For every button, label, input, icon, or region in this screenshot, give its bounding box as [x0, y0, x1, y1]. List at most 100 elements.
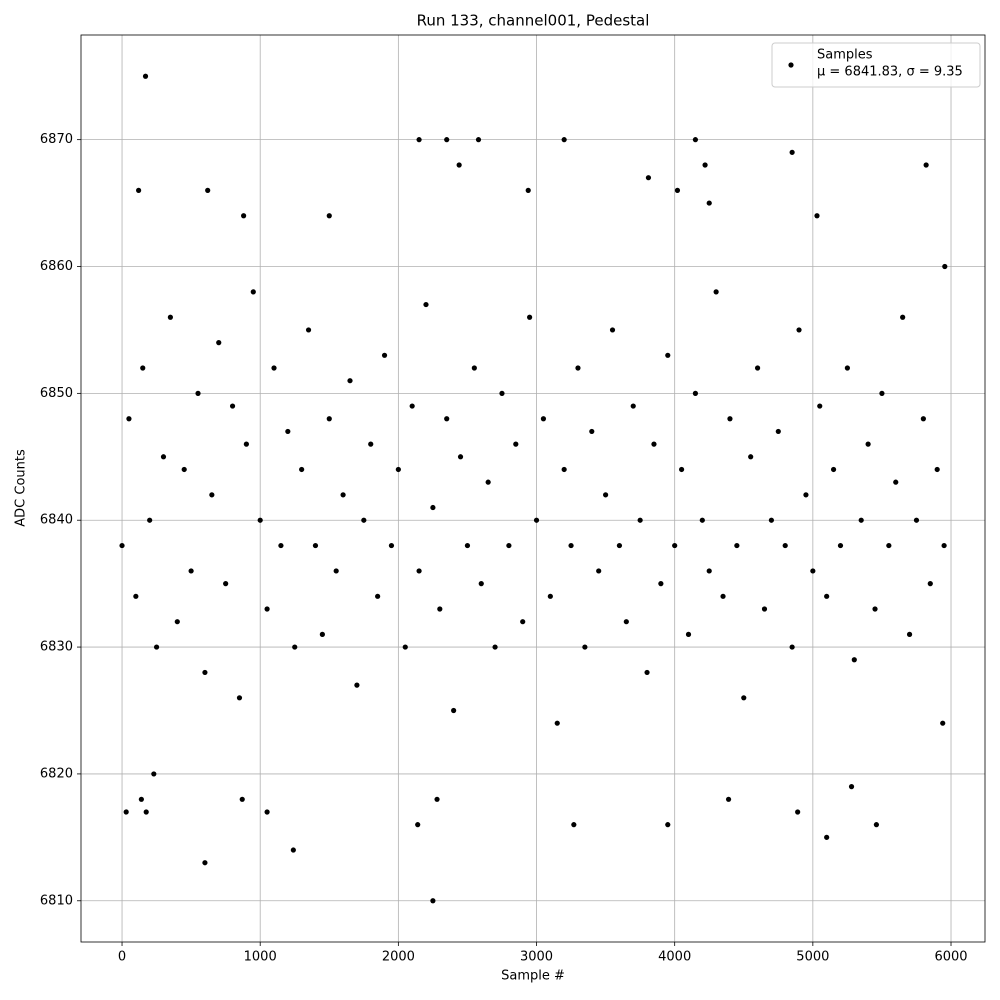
- point: [229, 403, 236, 409]
- point: [478, 581, 484, 587]
- point: [685, 631, 692, 637]
- point: [188, 568, 194, 574]
- legend-marker: [788, 62, 794, 68]
- point: [123, 809, 129, 815]
- point: [651, 441, 657, 447]
- point: [886, 542, 892, 549]
- point: [645, 175, 652, 181]
- point: [796, 327, 802, 333]
- point: [202, 669, 208, 676]
- point: [216, 340, 222, 346]
- point: [264, 809, 270, 815]
- point: [665, 822, 671, 828]
- point: [368, 441, 374, 447]
- point: [658, 581, 664, 587]
- point: [241, 213, 247, 219]
- point: [674, 187, 681, 193]
- point: [236, 695, 243, 701]
- legend-note: μ = 6841.83, σ = 9.35: [817, 65, 963, 80]
- point: [906, 631, 913, 637]
- grid: 0 1000 2000 3000 4000 5000 6000 6810 6820 6830 684…: [40, 35, 985, 965]
- point: [430, 504, 436, 511]
- point: [761, 606, 768, 612]
- point: [326, 213, 332, 219]
- point: [609, 327, 616, 333]
- point: [223, 581, 229, 587]
- point: [589, 428, 595, 435]
- point: [326, 416, 332, 422]
- point: [603, 492, 609, 498]
- y-tick-label: 6860: [40, 259, 73, 274]
- point: [872, 606, 878, 612]
- point: [817, 403, 823, 409]
- point: [485, 479, 491, 485]
- point: [138, 796, 144, 802]
- point: [409, 403, 415, 409]
- point: [147, 517, 153, 523]
- y-tick-label: 6810: [40, 893, 73, 908]
- point: [278, 542, 284, 549]
- point: [264, 606, 270, 612]
- point: [568, 542, 574, 549]
- point: [706, 200, 712, 206]
- point: [940, 720, 946, 726]
- point: [734, 542, 740, 549]
- x-tick-label: 4000: [658, 950, 691, 965]
- point: [319, 631, 325, 637]
- point: [340, 492, 346, 498]
- point: [126, 416, 132, 422]
- point: [492, 644, 498, 650]
- point: [133, 593, 139, 599]
- point: [699, 517, 705, 523]
- point: [361, 517, 367, 523]
- point: [444, 137, 450, 143]
- point: [250, 289, 256, 295]
- point: [782, 542, 788, 549]
- point: [848, 784, 855, 790]
- x-tick-label: 6000: [934, 950, 967, 965]
- legend-label: Samples: [817, 48, 873, 63]
- x-tick-label: 3000: [520, 950, 553, 965]
- point: [706, 568, 712, 574]
- x-tick-label: 0: [118, 950, 126, 965]
- point: [205, 187, 211, 193]
- point: [913, 517, 920, 523]
- point: [795, 809, 801, 815]
- point: [941, 542, 947, 549]
- point: [672, 542, 678, 549]
- point: [596, 568, 602, 574]
- point: [513, 441, 519, 447]
- point: [395, 466, 401, 473]
- point: [665, 352, 671, 358]
- point: [292, 644, 298, 650]
- point: [748, 454, 754, 460]
- point: [844, 365, 850, 371]
- y-tick-label: 6840: [40, 513, 73, 528]
- y-tick-label: 6830: [40, 640, 73, 655]
- x-tick-label: 1000: [244, 950, 277, 965]
- point: [900, 314, 906, 320]
- point: [837, 542, 844, 549]
- point: [789, 149, 795, 155]
- point: [347, 378, 353, 384]
- point: [444, 416, 450, 422]
- point: [527, 314, 533, 320]
- point: [713, 289, 719, 295]
- point: [582, 644, 588, 650]
- point: [637, 517, 643, 523]
- point: [402, 644, 408, 650]
- point: [416, 137, 422, 143]
- point: [271, 365, 277, 371]
- y-tick-label: 6850: [40, 386, 73, 401]
- point: [678, 466, 685, 473]
- point: [858, 517, 864, 523]
- point: [520, 619, 526, 625]
- point: [475, 137, 482, 143]
- point: [768, 517, 775, 523]
- point: [434, 796, 440, 802]
- point: [879, 390, 885, 396]
- y-tick-label: 6870: [40, 132, 73, 147]
- point: [803, 492, 809, 498]
